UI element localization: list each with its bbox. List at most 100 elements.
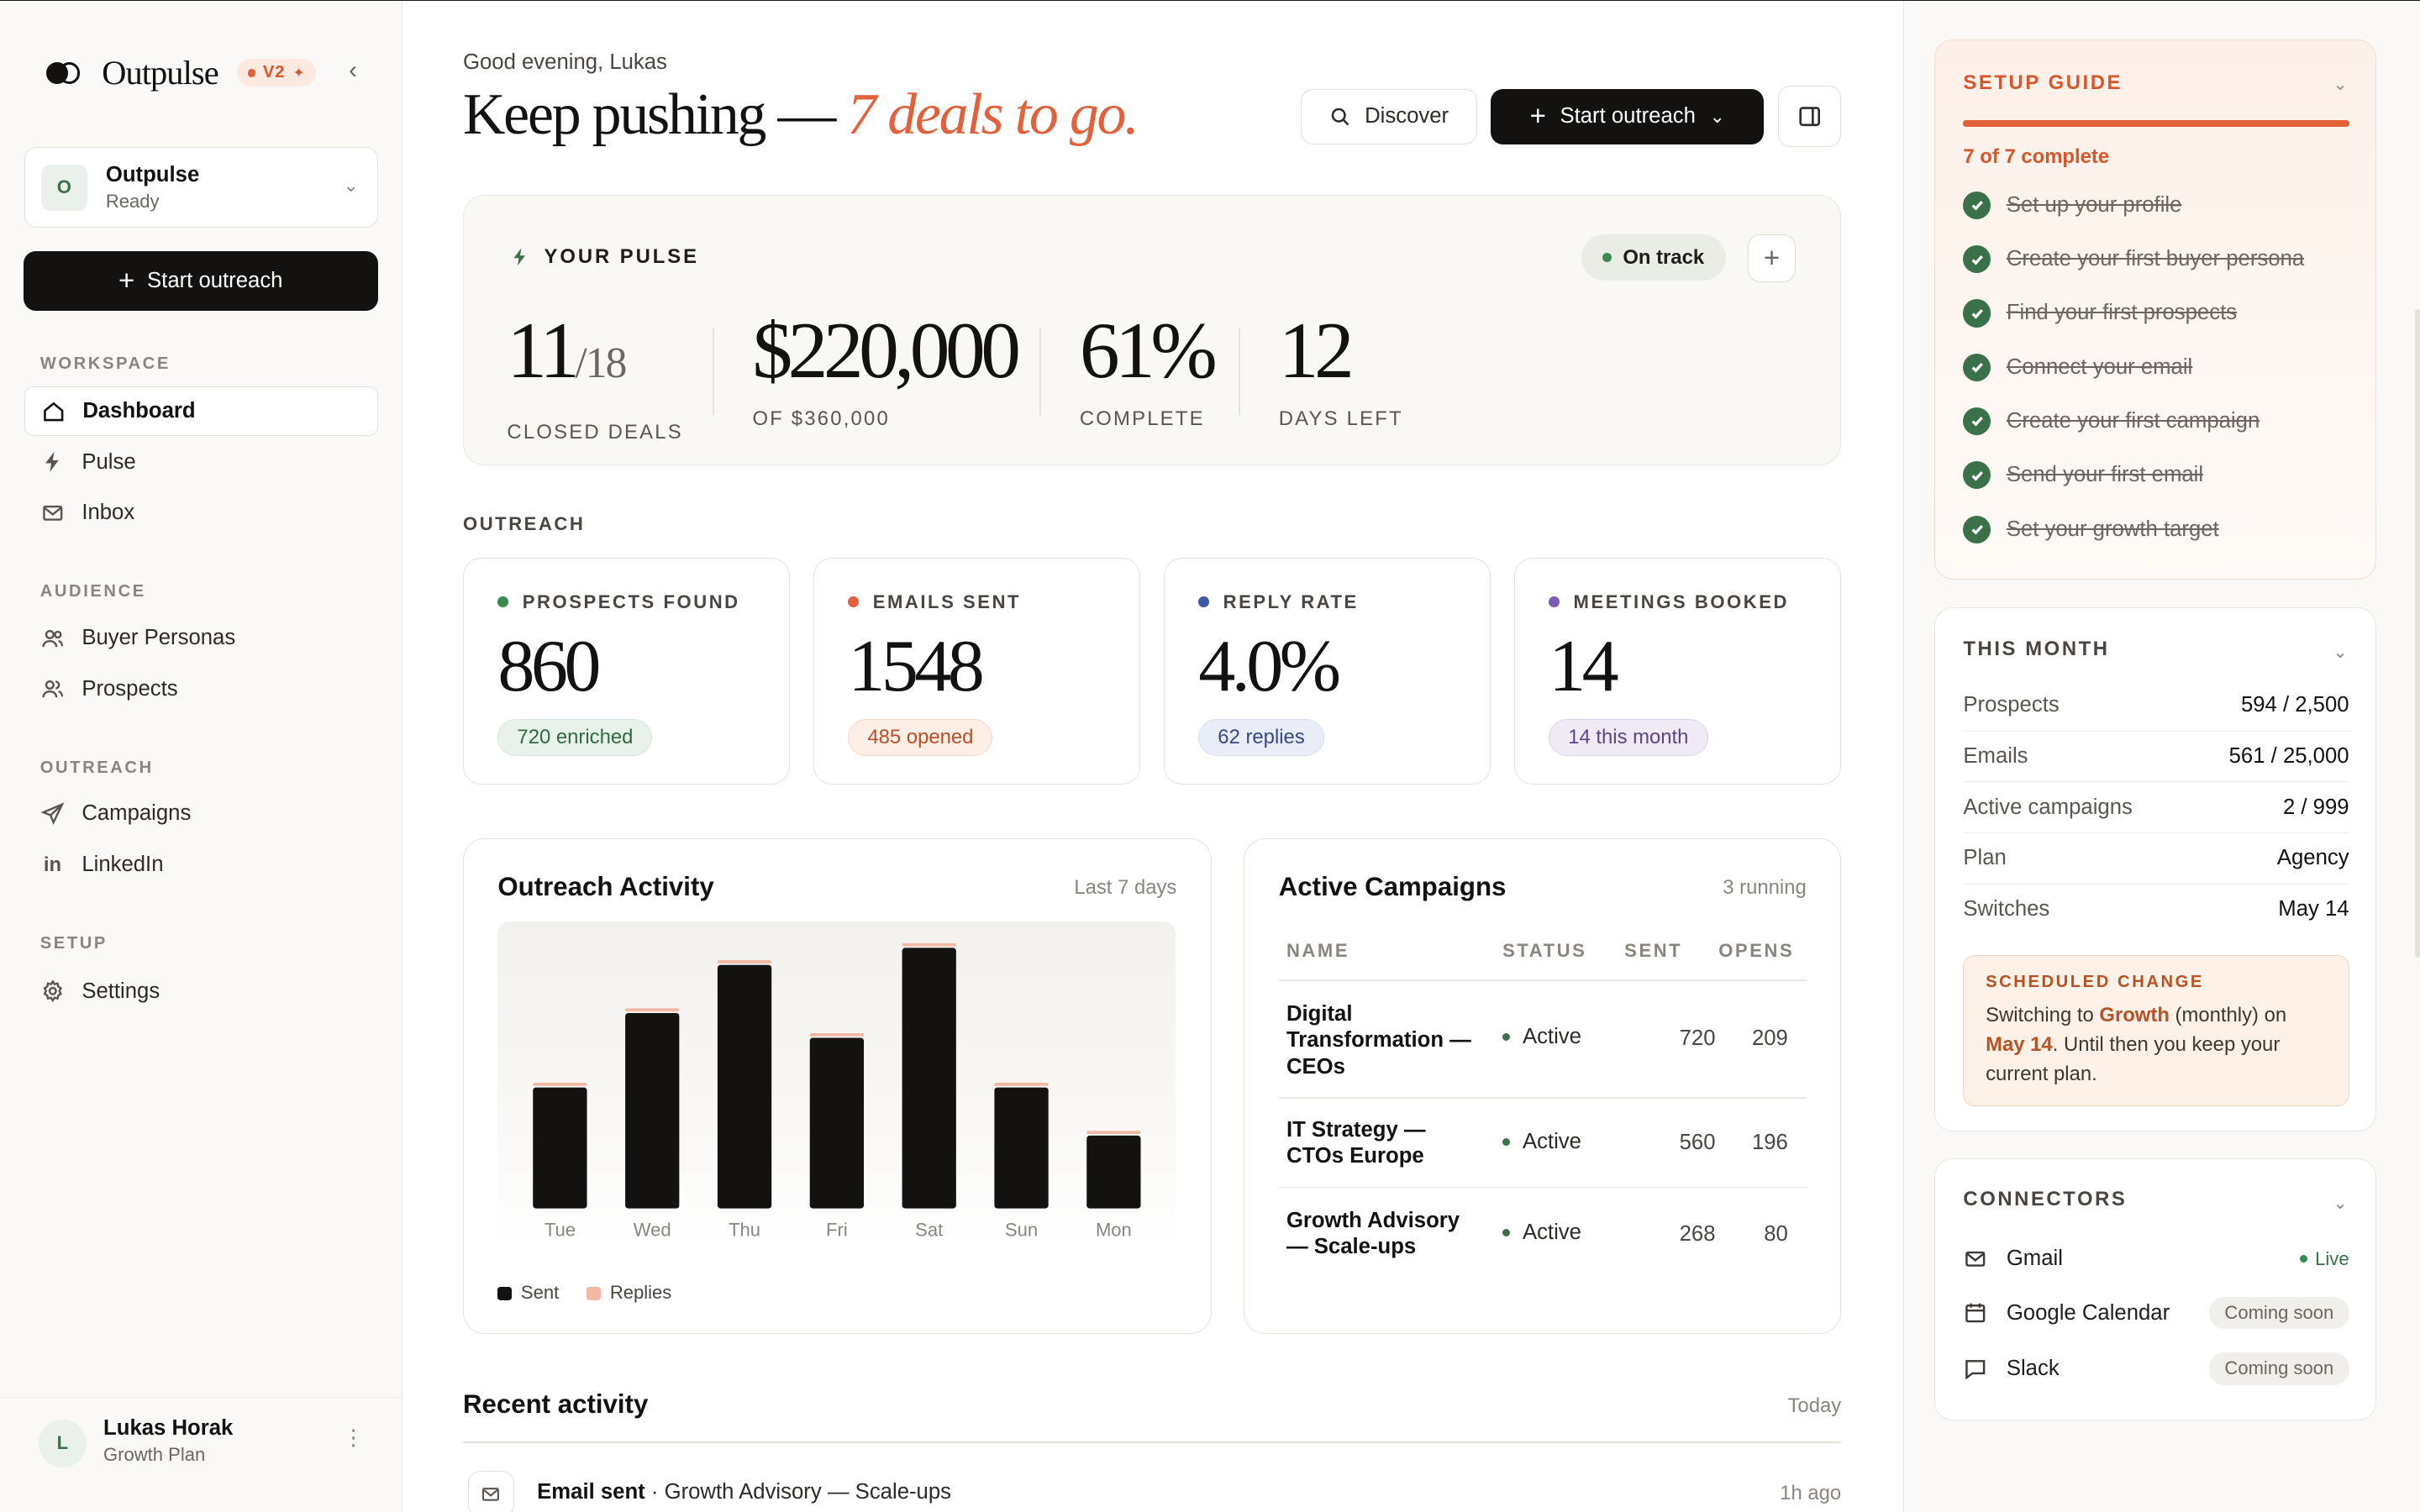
mail-icon xyxy=(467,1471,514,1512)
sidebar-item-campaigns[interactable]: Campaigns xyxy=(24,790,378,839)
stat-card-reply-rate[interactable]: REPLY RATE 4.0% 62 replies xyxy=(1163,558,1491,785)
connector-slack[interactable]: Slack Coming soon xyxy=(1963,1350,2349,1387)
user-plan: Growth Plan xyxy=(103,1444,206,1466)
workspace-avatar: O xyxy=(40,164,87,211)
bar-sent-fri[interactable] xyxy=(810,1037,865,1209)
status-badge: Coming soon xyxy=(2209,1296,2349,1330)
nav-section-outreach: OUTREACH xyxy=(39,758,154,777)
setup-step[interactable]: Find your first prospects xyxy=(1963,299,2237,328)
divider xyxy=(1039,327,1041,416)
search-icon xyxy=(1331,108,1349,126)
sidebar-item-dashboard[interactable]: Dashboard xyxy=(24,386,378,436)
scheduled-change-notice: SCHEDULED CHANGE Switching to Growth (mo… xyxy=(1963,955,2349,1107)
more-vertical-icon[interactable]: ⋮ xyxy=(342,1426,365,1451)
setup-guide-card: SETUP GUIDE ⌄ 7 of 7 complete Set up you… xyxy=(1934,39,2376,580)
bar-replies-sat[interactable] xyxy=(902,942,957,947)
stat-card-emails-sent[interactable]: EMAILS SENT 1548 485 opened xyxy=(813,558,1141,785)
home-icon xyxy=(41,399,66,423)
activity-item[interactable]: Email sent · Growth Advisory — Scale-ups xyxy=(537,1480,951,1504)
sidebar-item-settings[interactable]: Settings xyxy=(24,967,378,1016)
bar-replies-thu[interactable] xyxy=(718,959,772,963)
plus-icon: + xyxy=(1529,101,1546,133)
bar-replies-fri[interactable] xyxy=(810,1032,865,1037)
setup-step[interactable]: Send your first email xyxy=(1963,461,2203,490)
metric-revenue: $220,000 OF $360,000 xyxy=(752,305,1021,431)
outreach-bar-chart: Tue Wed Thu Fri Sat Sun Mon xyxy=(533,942,1141,1240)
check-icon xyxy=(1963,299,1991,328)
workspace-switcher[interactable]: O Outpulse Ready ⌄ xyxy=(24,147,378,228)
x-tick-label: Sun xyxy=(1005,1219,1038,1240)
setup-step[interactable]: Create your first campaign xyxy=(1963,407,2260,436)
sidebar-item-inbox[interactable]: Inbox xyxy=(24,488,378,538)
start-outreach-button[interactable]: + Start outreach ⌄ xyxy=(1491,88,1765,144)
stat-card-meetings-booked[interactable]: MEETINGS BOOKED 14 14 this month xyxy=(1513,558,1842,785)
bar-replies-mon[interactable] xyxy=(1086,1130,1141,1134)
bar-sent-tue[interactable] xyxy=(533,1087,587,1209)
bar-sent-mon[interactable] xyxy=(1086,1135,1141,1209)
mail-icon xyxy=(1963,1247,1987,1271)
discover-button[interactable]: Discover xyxy=(1301,88,1477,144)
linkedin-icon: in xyxy=(43,853,62,876)
sidebar-item-prospects[interactable]: Prospects xyxy=(24,664,378,714)
chevron-down-icon: ⌄ xyxy=(1709,105,1725,127)
bar-sent-thu[interactable] xyxy=(718,964,772,1209)
outreach-section-label: OUTREACH xyxy=(462,512,586,534)
scrollbar[interactable] xyxy=(2415,309,2420,958)
sidebar: Outpulse V2 ✦ ‹ O Outpulse Ready ⌄ + Star… xyxy=(0,1,403,1512)
nav-section-setup: SETUP xyxy=(39,934,108,953)
user-profile[interactable]: L Lukas Horak Growth Plan ⋮ xyxy=(0,1397,403,1512)
activity-time: 1h ago xyxy=(1780,1482,1842,1505)
stat-pill: 485 opened xyxy=(848,719,993,757)
calendar-icon xyxy=(1963,1300,1987,1325)
x-tick-label: Thu xyxy=(729,1219,760,1240)
version-badge: V2 ✦ xyxy=(236,59,317,87)
stat-card-prospects-found[interactable]: PROSPECTS FOUND 860 720 enriched xyxy=(462,558,791,785)
connector-gmail[interactable]: Gmail Live xyxy=(1963,1241,2349,1278)
status-dot xyxy=(848,596,860,608)
divider xyxy=(1239,327,1240,416)
bar-replies-tue[interactable] xyxy=(533,1082,587,1086)
campaigns-count: 3 running xyxy=(1723,876,1807,900)
chevron-down-icon[interactable]: ⌄ xyxy=(2333,1194,2348,1213)
chart-range[interactable]: Last 7 days xyxy=(1074,876,1177,900)
sidebar-item-pulse[interactable]: Pulse xyxy=(24,438,378,487)
user-name: Lukas Horak xyxy=(103,1416,234,1441)
connector-google-calendar[interactable]: Google Calendar Coming soon xyxy=(1963,1294,2349,1331)
setup-step[interactable]: Set your growth target xyxy=(1963,515,2219,543)
setup-step[interactable]: Connect your email xyxy=(1963,353,2192,381)
send-icon xyxy=(40,801,65,826)
chart-title: Outreach Activity xyxy=(497,871,714,901)
bar-replies-sun[interactable] xyxy=(994,1082,1050,1086)
setup-step[interactable]: Create your first buyer persona xyxy=(1963,245,2304,274)
plus-icon: + xyxy=(118,265,135,297)
bar-sent-sat[interactable] xyxy=(902,948,957,1209)
usage-row: Active campaigns 2 / 999 xyxy=(1963,782,2349,833)
setup-step[interactable]: Set up your profile xyxy=(1963,191,2181,219)
stat-label: PROSPECTS FOUND xyxy=(497,591,739,613)
user-group-icon xyxy=(40,676,65,701)
divider xyxy=(1278,1186,1807,1189)
status-dot xyxy=(1549,596,1560,608)
chevron-down-icon[interactable]: ⌄ xyxy=(2333,643,2348,663)
check-icon xyxy=(1963,407,1991,436)
legend-sent: Sent xyxy=(497,1282,559,1304)
bar-sent-wed[interactable] xyxy=(625,1012,680,1209)
add-metric-button[interactable]: + xyxy=(1748,234,1797,283)
check-icon xyxy=(1963,191,1991,219)
chat-icon xyxy=(1963,1357,1987,1381)
recent-activity-title: Recent activity xyxy=(462,1389,649,1420)
sidebar-start-outreach-button[interactable]: + Start outreach xyxy=(23,250,378,312)
usage-row: Plan Agency xyxy=(1963,833,2349,885)
campaigns-title: Active Campaigns xyxy=(1278,871,1507,901)
toggle-panel-button[interactable] xyxy=(1777,86,1842,148)
active-campaigns-card: Active Campaigns 3 running NAME STATUS S… xyxy=(1244,838,1842,1334)
divider xyxy=(1278,979,1807,982)
bar-sent-sun[interactable] xyxy=(994,1087,1050,1209)
bar-replies-wed[interactable] xyxy=(625,1008,680,1011)
chevron-down-icon[interactable]: ⌄ xyxy=(2333,76,2348,95)
sidebar-item-linkedin[interactable]: in LinkedIn xyxy=(24,840,378,890)
collapse-sidebar-icon[interactable]: ‹ xyxy=(349,56,357,85)
brand[interactable]: Outpulse V2 ✦ xyxy=(43,53,317,92)
sidebar-item-buyer-personas[interactable]: Buyer Personas xyxy=(24,613,378,663)
metric-complete: 61% COMPLETE xyxy=(1079,305,1218,431)
